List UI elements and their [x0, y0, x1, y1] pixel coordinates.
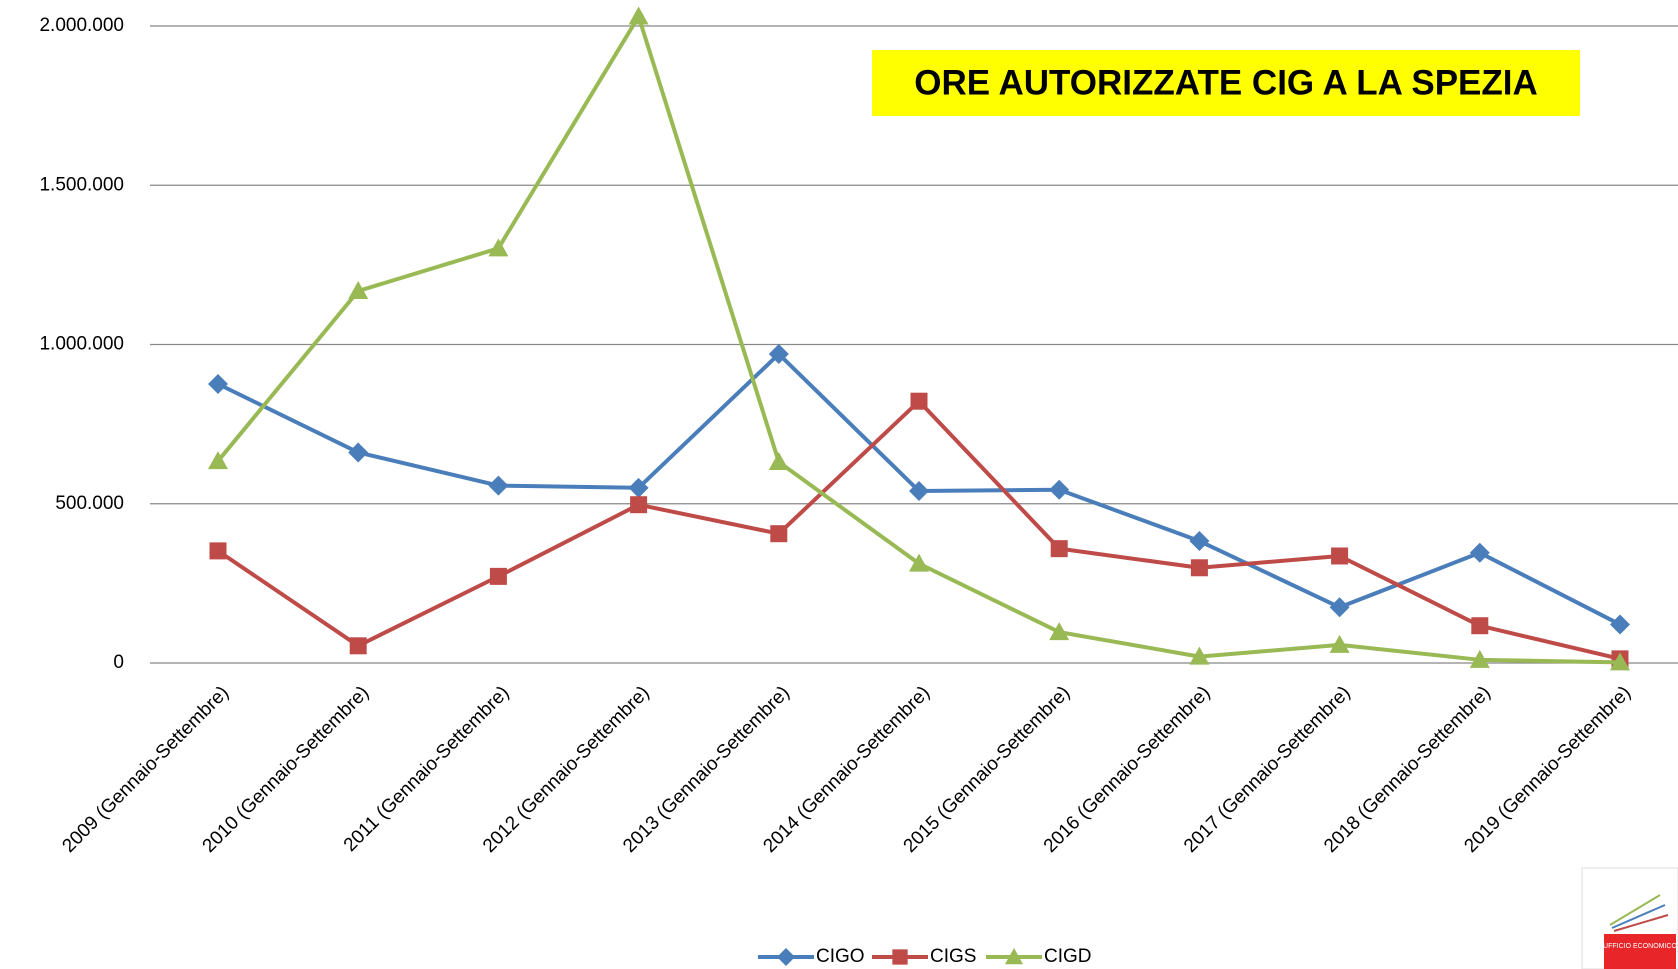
marker	[1329, 634, 1350, 653]
marker	[1189, 646, 1210, 665]
marker	[1190, 559, 1208, 577]
marker	[1610, 614, 1630, 635]
marker	[909, 553, 929, 572]
x-tick-label: 2014 (Gennaio-Settembre)	[759, 682, 934, 857]
marker	[768, 344, 789, 365]
legend-label: CIGS	[930, 946, 976, 967]
y-tick-label: 1.500.000	[39, 174, 124, 195]
marker	[208, 451, 228, 470]
marker	[1049, 479, 1070, 500]
marker	[910, 392, 928, 410]
series-line	[216, 399, 1621, 661]
marker	[348, 442, 369, 463]
marker	[488, 238, 509, 257]
x-tick-label: 2018 (Gennaio-Settembre)	[1320, 682, 1495, 857]
marker	[1331, 547, 1349, 565]
marker	[628, 6, 649, 25]
marker	[1049, 622, 1070, 641]
marker	[1329, 597, 1350, 618]
legend-marker	[1005, 948, 1023, 965]
marker	[1469, 649, 1490, 668]
marker	[628, 477, 649, 498]
title-box	[872, 50, 1580, 116]
marker	[488, 475, 509, 496]
y-tick-label: 2.000.000	[39, 15, 124, 36]
marker	[208, 373, 228, 394]
marker	[768, 452, 789, 471]
logo-text: UFFICIO ECONOMICO	[1603, 943, 1677, 950]
legend-marker	[892, 949, 908, 965]
legend-label: CIGO	[816, 946, 865, 967]
marker	[630, 496, 648, 514]
x-tick-label: 2017 (Gennaio-Settembre)	[1180, 682, 1355, 857]
marker	[770, 525, 788, 543]
marker	[209, 542, 227, 560]
legend-label: CIGD	[1044, 946, 1092, 967]
logo: UFFICIO ECONOMICO	[1581, 867, 1678, 969]
x-tick-label: 2009 (Gennaio-Settembre)	[58, 682, 233, 857]
x-tick-label: 2011 (Gennaio-Settembre)	[340, 682, 514, 856]
marker	[1469, 542, 1490, 563]
legend-marker	[777, 948, 795, 966]
y-tick-label: 0	[113, 652, 124, 673]
y-tick-label: 1.000.000	[39, 334, 124, 355]
marker	[1050, 540, 1068, 558]
x-tick-label: 2012 (Gennaio-Settembre)	[479, 682, 654, 857]
marker	[349, 637, 367, 655]
marker	[1471, 617, 1489, 635]
marker	[489, 567, 507, 585]
x-tick-label: 2013 (Gennaio-Settembre)	[619, 682, 794, 857]
y-tick-label: 500.000	[55, 493, 124, 514]
marker	[1189, 531, 1210, 552]
x-tick-label: 2019 (Gennaio-Settembre)	[1460, 682, 1635, 857]
marker	[348, 280, 369, 299]
marker	[1610, 652, 1630, 671]
marker	[909, 481, 929, 502]
chart-title: ORE AUTORIZZATE CIG A LA SPEZIA	[914, 63, 1538, 102]
x-tick-label: 2015 (Gennaio-Settembre)	[900, 682, 1075, 857]
x-tick-label: 2010 (Gennaio-Settembre)	[199, 682, 374, 857]
x-tick-label: 2016 (Gennaio-Settembre)	[1040, 682, 1215, 857]
